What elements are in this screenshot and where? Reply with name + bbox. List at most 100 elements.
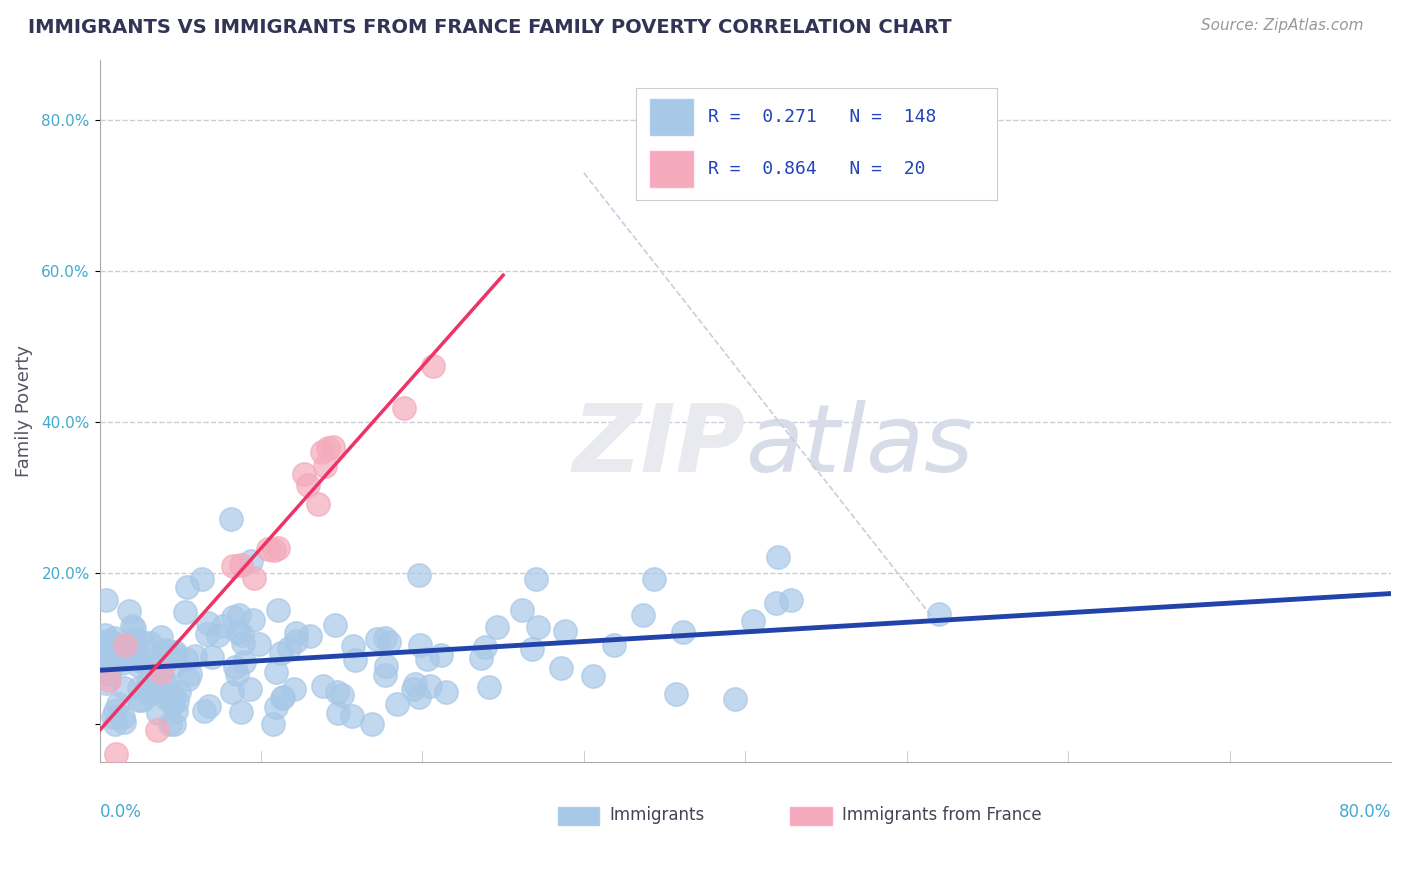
- Point: [221, 685, 243, 699]
- Point: [201, 650, 224, 665]
- Point: [128, 693, 150, 707]
- Point: [150, 665, 173, 679]
- Point: [485, 620, 508, 634]
- Point: [165, 648, 187, 662]
- Point: [603, 638, 626, 652]
- Point: [231, 705, 253, 719]
- Point: [224, 660, 246, 674]
- Point: [342, 639, 364, 653]
- Point: [174, 652, 197, 666]
- Point: [100, 633, 122, 648]
- Point: [768, 549, 790, 564]
- Point: [284, 626, 307, 640]
- Point: [247, 637, 270, 651]
- Point: [416, 651, 439, 665]
- Point: [285, 633, 308, 648]
- Text: atlas: atlas: [745, 401, 973, 491]
- Point: [226, 624, 249, 639]
- Point: [228, 608, 250, 623]
- Point: [177, 672, 200, 686]
- Point: [149, 630, 172, 644]
- Point: [326, 685, 349, 699]
- Point: [408, 568, 430, 582]
- Point: [145, 680, 167, 694]
- Point: [408, 638, 430, 652]
- Point: [264, 665, 287, 679]
- Point: [103, 704, 125, 718]
- Point: [169, 685, 191, 699]
- Point: [312, 679, 335, 693]
- Point: [222, 610, 245, 624]
- Point: [765, 596, 787, 610]
- Point: [231, 628, 253, 642]
- Point: [408, 690, 430, 704]
- Point: [212, 618, 235, 632]
- Text: Immigrants from France: Immigrants from France: [842, 806, 1042, 824]
- Point: [474, 640, 496, 654]
- Point: [207, 628, 229, 642]
- Point: [374, 632, 396, 646]
- Point: [314, 458, 336, 473]
- Y-axis label: Family Poverty: Family Poverty: [15, 344, 32, 476]
- Point: [165, 645, 187, 659]
- Point: [118, 639, 141, 653]
- Point: [478, 680, 501, 694]
- Bar: [558, 807, 599, 825]
- Point: [297, 478, 319, 492]
- Point: [165, 704, 187, 718]
- Point: [779, 592, 801, 607]
- Point: [155, 643, 177, 657]
- Point: [94, 675, 117, 690]
- Point: [159, 651, 181, 665]
- Point: [96, 593, 118, 607]
- Point: [197, 616, 219, 631]
- Point: [527, 620, 550, 634]
- Point: [111, 639, 134, 653]
- Point: [197, 627, 219, 641]
- Point: [520, 642, 543, 657]
- Point: [121, 619, 143, 633]
- Point: [90, 646, 112, 660]
- Point: [374, 667, 396, 681]
- Point: [198, 699, 221, 714]
- Point: [166, 694, 188, 708]
- Point: [422, 359, 444, 373]
- Point: [316, 441, 339, 455]
- Point: [131, 653, 153, 667]
- Point: [256, 541, 278, 556]
- Text: ZIP: ZIP: [572, 400, 745, 491]
- Point: [323, 618, 346, 632]
- Point: [311, 445, 333, 459]
- Point: [307, 497, 329, 511]
- Point: [361, 717, 384, 731]
- Point: [127, 658, 149, 673]
- Point: [643, 572, 665, 586]
- Point: [672, 625, 695, 640]
- Point: [184, 649, 207, 664]
- Point: [582, 669, 605, 683]
- Point: [724, 691, 747, 706]
- Point: [377, 635, 399, 649]
- Point: [402, 681, 425, 696]
- Point: [128, 654, 150, 668]
- Point: [112, 714, 135, 729]
- Point: [510, 603, 533, 617]
- Point: [392, 401, 415, 416]
- Point: [97, 657, 120, 671]
- Point: [322, 440, 344, 454]
- Point: [136, 674, 159, 689]
- Point: [232, 655, 254, 669]
- Point: [631, 607, 654, 622]
- Point: [366, 632, 388, 646]
- Point: [242, 571, 264, 585]
- Point: [226, 666, 249, 681]
- Point: [270, 646, 292, 660]
- Point: [292, 467, 315, 482]
- Point: [162, 690, 184, 704]
- Point: [524, 572, 547, 586]
- Point: [375, 659, 398, 673]
- Text: 0.0%: 0.0%: [100, 804, 142, 822]
- Point: [122, 621, 145, 635]
- Point: [160, 698, 183, 712]
- Point: [111, 656, 134, 670]
